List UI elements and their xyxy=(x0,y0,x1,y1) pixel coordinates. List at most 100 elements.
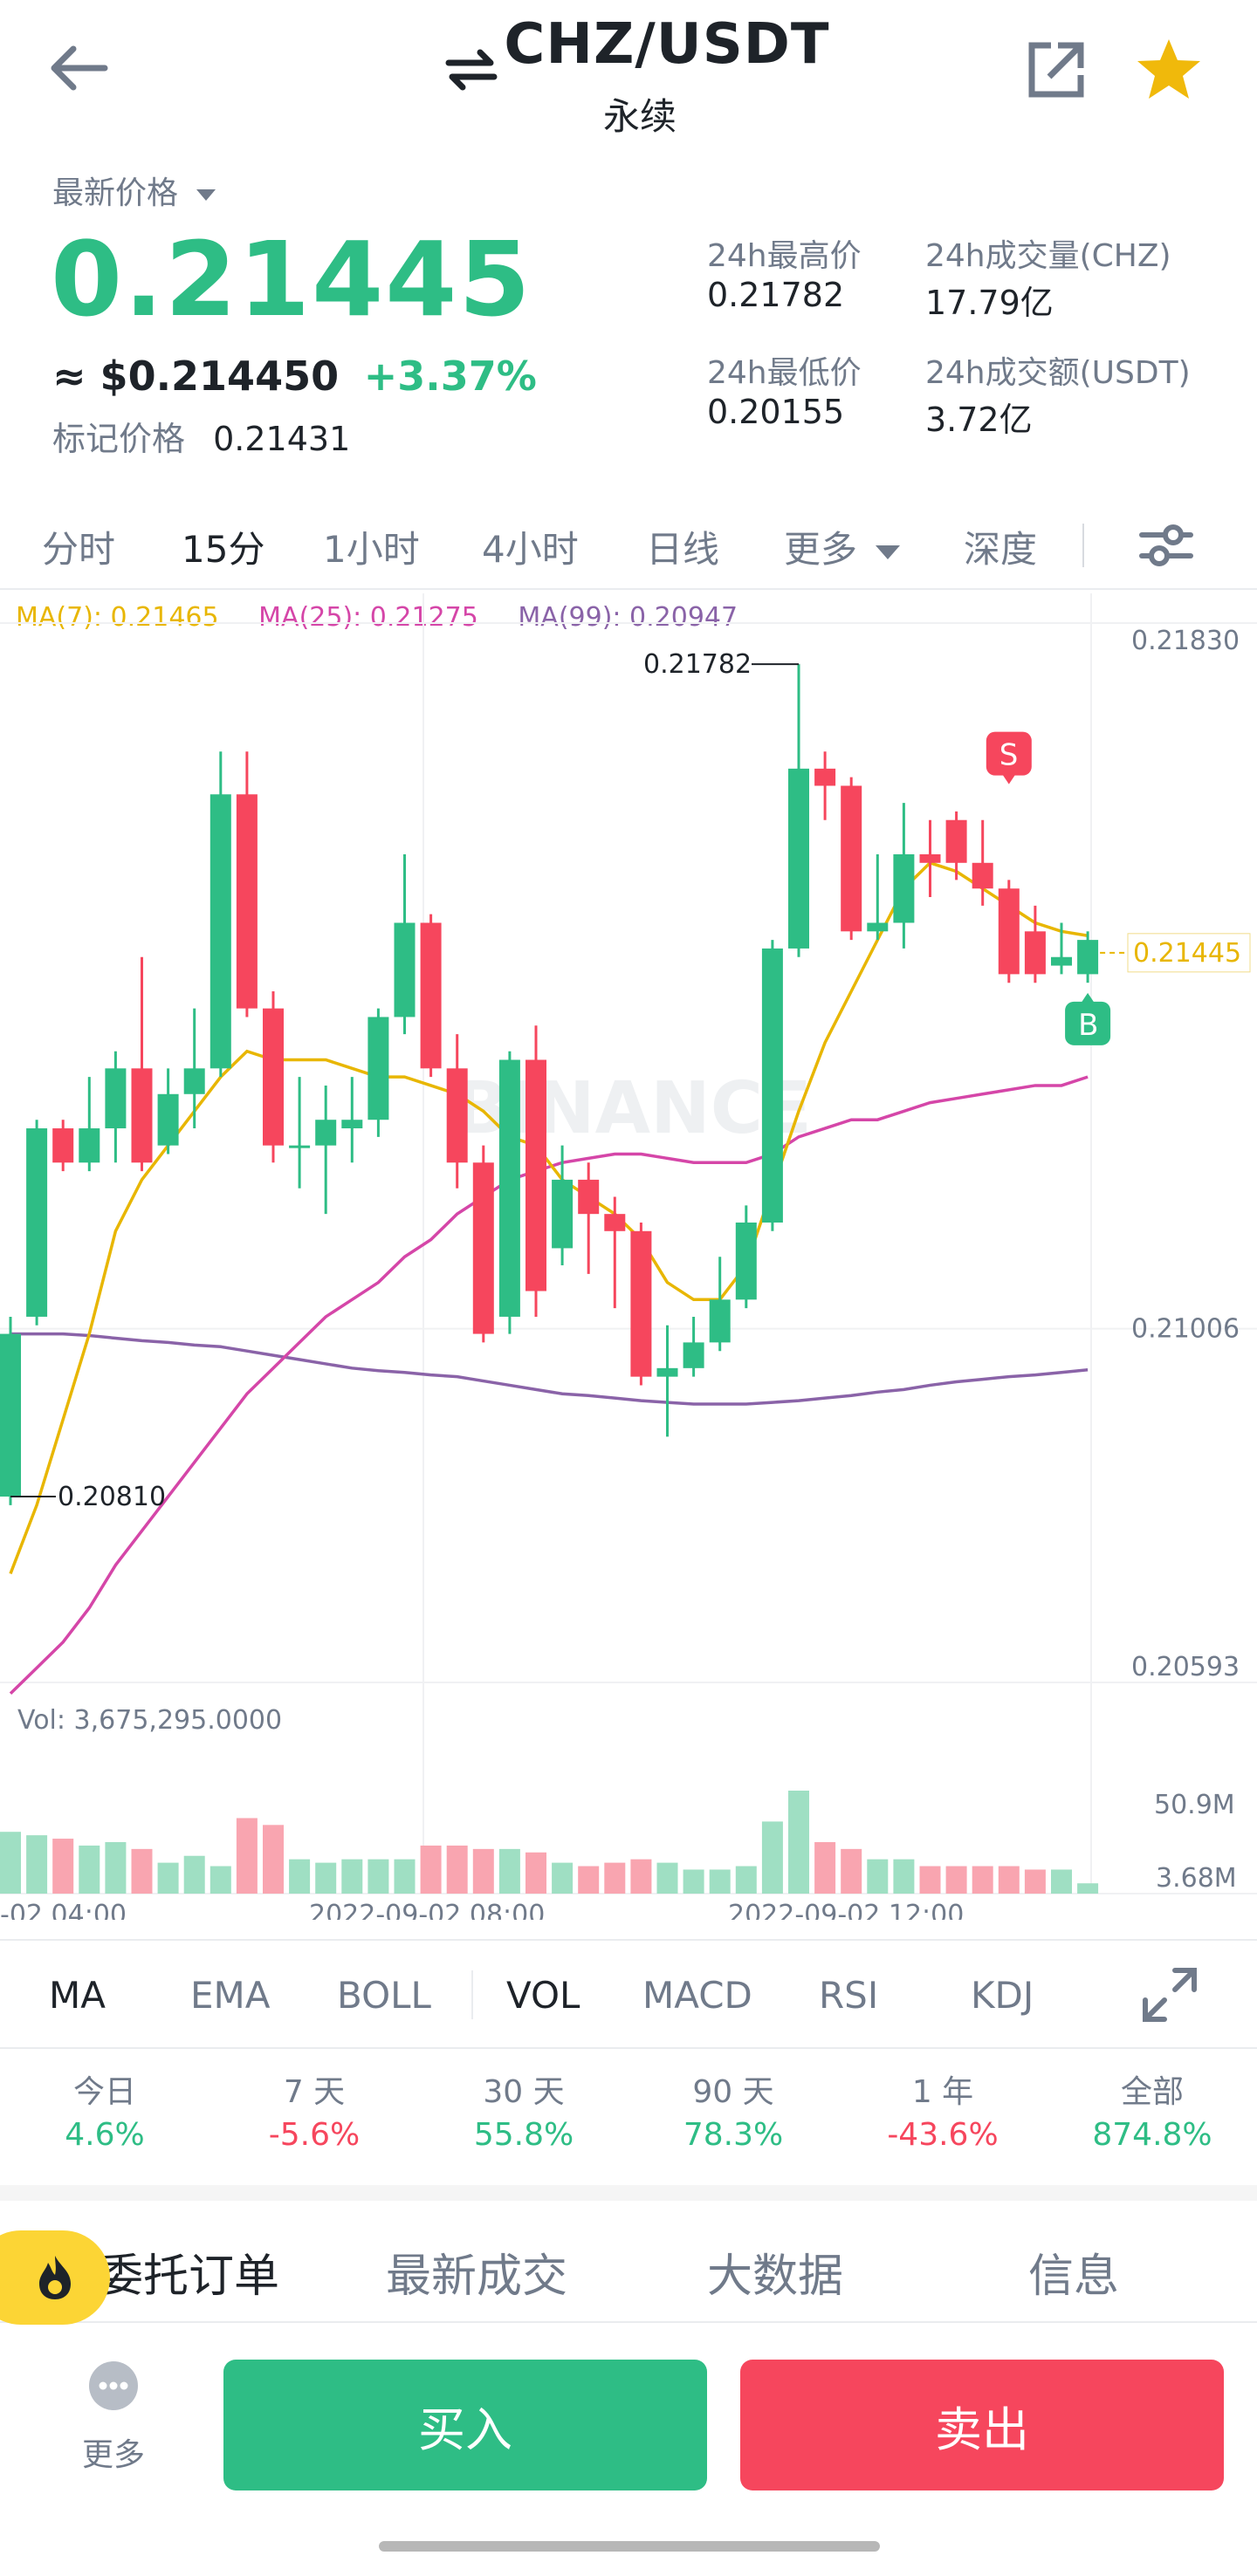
fullscreen-button[interactable] xyxy=(1135,1962,1205,2028)
performance-value: 874.8% xyxy=(1092,2117,1212,2153)
sell-marker-label: S xyxy=(999,738,1019,773)
tab-1d[interactable]: 日线 xyxy=(646,528,720,571)
tab-15m[interactable]: 15分 xyxy=(182,528,265,571)
tab-depth[interactable]: 深度 xyxy=(964,528,1038,571)
indicator-vol[interactable]: VOL xyxy=(506,1974,580,2017)
volume-bar xyxy=(683,1869,704,1894)
buy-button[interactable]: 买入 xyxy=(223,2360,707,2490)
performance-item: 1 年 -43.6% xyxy=(838,2066,1048,2153)
volume-bar xyxy=(525,1852,546,1894)
candle-body xyxy=(972,862,993,889)
indicator-macd[interactable]: MACD xyxy=(642,1974,752,2017)
performance-value: -5.6% xyxy=(268,2117,361,2153)
back-button[interactable] xyxy=(35,31,122,105)
indicator-ema[interactable]: EMA xyxy=(190,1974,271,2017)
volume-axis-label: 3.68M xyxy=(1156,1863,1237,1894)
high-24h: 0.21782 xyxy=(707,276,845,314)
sell-marker-bg xyxy=(986,731,1032,776)
interval-tabs: 分时 15分 1小时 4小时 日线 更多 深度 xyxy=(0,515,1257,590)
sliders-icon xyxy=(1139,524,1193,566)
indicator-ma[interactable]: MA xyxy=(49,1974,106,2017)
indicator-kdj[interactable]: KDJ xyxy=(971,1974,1034,2017)
ma25-value: MA(25): 0.21275 xyxy=(258,602,478,633)
candle-body xyxy=(709,1299,731,1343)
low-marker-label: 0.20810 xyxy=(58,1482,166,1512)
indicator-rsi[interactable]: RSI xyxy=(819,1974,879,2017)
ma99-line xyxy=(10,1332,1089,1406)
volume-bar xyxy=(446,1845,468,1894)
indicator-tabs: MA EMA BOLL VOL MACD RSI KDJ xyxy=(0,1939,1257,2049)
latest-price-label[interactable]: 最新价格 xyxy=(52,168,216,213)
volume-bar xyxy=(1051,1869,1072,1894)
more-label: 更多 xyxy=(81,2437,145,2473)
y-axis-label: 0.20593 xyxy=(1131,1652,1240,1682)
candle-body xyxy=(183,1068,205,1094)
sell-button[interactable]: 卖出 xyxy=(740,2360,1224,2490)
volume-label: Vol: 3,675,295.0000 xyxy=(17,1705,283,1736)
high-24h-label: 24h最高价 xyxy=(707,238,862,274)
candlestick-chart[interactable]: BINANCE0.217820.208100.21445SB0.218300.2… xyxy=(0,593,1257,1920)
tab-1h[interactable]: 1小时 xyxy=(323,528,420,571)
volume-bar xyxy=(498,1848,520,1894)
candle-body xyxy=(867,922,889,932)
tab-open-orders[interactable]: 委托订单 xyxy=(98,2251,280,2303)
candle-body xyxy=(367,1017,389,1120)
high-marker-label: 0.21782 xyxy=(643,649,752,680)
more-button[interactable]: 更多 xyxy=(61,2360,166,2473)
candle-body xyxy=(289,1145,311,1148)
star-icon xyxy=(1137,39,1200,99)
tab-time[interactable]: 分时 xyxy=(42,528,116,571)
volume-bar xyxy=(867,1859,889,1894)
volume-bar xyxy=(394,1859,416,1894)
share-button[interactable] xyxy=(1021,35,1091,105)
tab-info[interactable]: 信息 xyxy=(1028,2251,1120,2303)
volume-24h: 17.79亿 xyxy=(925,284,1054,322)
volume-bar xyxy=(472,1848,494,1894)
volume-bar xyxy=(52,1839,74,1894)
tab-4h[interactable]: 4小时 xyxy=(482,528,579,571)
turnover-24h-label: 24h成交额(USDT) xyxy=(925,355,1191,391)
mark-price-label: 标记价格 xyxy=(52,420,186,458)
candle-body xyxy=(52,1128,74,1163)
usd-price: ≈ $0.214450 xyxy=(52,353,340,400)
volume-bar xyxy=(578,1866,600,1894)
candle-body xyxy=(525,1059,546,1291)
volume-bar xyxy=(315,1862,337,1894)
low-24h: 0.20155 xyxy=(707,393,845,431)
ma7-value: MA(7): 0.21465 xyxy=(16,602,219,633)
favorite-button[interactable] xyxy=(1130,31,1208,106)
buy-marker-label: B xyxy=(1078,1008,1098,1043)
performance-label: 7 天 xyxy=(283,2074,346,2110)
candle-body xyxy=(210,794,231,1069)
pair-switch-icon[interactable] xyxy=(445,45,498,98)
candle-body xyxy=(998,888,1020,975)
latest-price: 0.21445 xyxy=(51,219,532,339)
tab-big-data[interactable]: 大数据 xyxy=(707,2251,844,2303)
tab-divider xyxy=(1082,524,1084,567)
expand-icon xyxy=(1143,1968,1197,2022)
chart-settings-button[interactable] xyxy=(1131,515,1201,576)
home-indicator xyxy=(379,2541,880,2552)
ma-legend: MA(7): 0.21465 MA(25): 0.21275 MA(99): 0… xyxy=(16,602,738,633)
volume-bar xyxy=(341,1859,363,1894)
tab-latest-trades[interactable]: 最新成交 xyxy=(386,2251,568,2303)
current-price-label: 0.21445 xyxy=(1133,938,1241,969)
candle-body xyxy=(945,819,967,863)
indicator-boll[interactable]: BOLL xyxy=(337,1974,431,2017)
candle-body xyxy=(341,1120,363,1129)
flame-icon xyxy=(39,2256,71,2299)
volume-bar xyxy=(735,1866,757,1894)
candle-body xyxy=(1051,956,1072,966)
tab-more[interactable]: 更多 xyxy=(784,520,901,573)
candle-body xyxy=(814,768,836,786)
volume-bar xyxy=(788,1791,809,1894)
volume-axis-label: 50.9M xyxy=(1154,1790,1235,1820)
candle-body xyxy=(263,1008,284,1146)
pair-title[interactable]: CHZ/USDT xyxy=(504,12,830,77)
low-24h-label: 24h最低价 xyxy=(707,355,862,391)
candle-body xyxy=(735,1222,757,1300)
mark-price: 0.21431 xyxy=(213,420,351,458)
bottom-tabs: 委托订单 最新成交 大数据 信息 xyxy=(0,2201,1257,2323)
hot-floating-button[interactable] xyxy=(0,2230,110,2325)
volume-bar xyxy=(630,1859,652,1894)
